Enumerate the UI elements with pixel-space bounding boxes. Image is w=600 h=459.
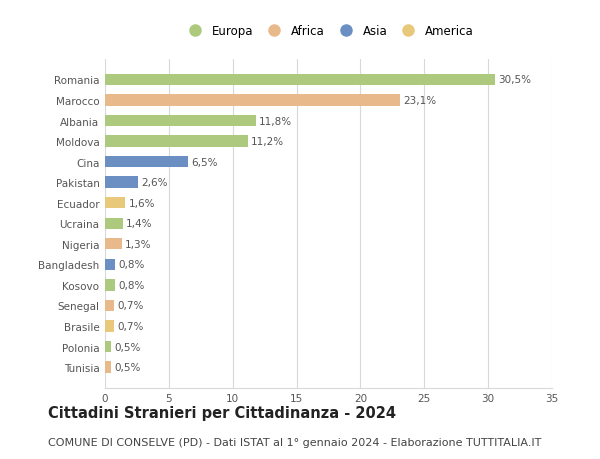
Bar bbox=[105, 95, 400, 106]
Text: 0,8%: 0,8% bbox=[118, 280, 145, 290]
Text: 0,8%: 0,8% bbox=[118, 260, 145, 270]
Text: 23,1%: 23,1% bbox=[403, 96, 436, 106]
Bar bbox=[105, 280, 115, 291]
Text: 30,5%: 30,5% bbox=[498, 75, 531, 85]
Legend: Europa, Africa, Asia, America: Europa, Africa, Asia, America bbox=[181, 23, 476, 40]
Text: Cittadini Stranieri per Cittadinanza - 2024: Cittadini Stranieri per Cittadinanza - 2… bbox=[48, 405, 396, 420]
Bar bbox=[105, 116, 256, 127]
Text: 0,5%: 0,5% bbox=[115, 362, 141, 372]
Bar bbox=[105, 341, 112, 353]
Text: 0,7%: 0,7% bbox=[117, 301, 143, 311]
Text: 11,8%: 11,8% bbox=[259, 116, 292, 126]
Bar bbox=[105, 136, 248, 147]
Bar bbox=[105, 259, 115, 270]
Bar bbox=[105, 362, 112, 373]
Bar bbox=[105, 177, 138, 188]
Bar bbox=[105, 157, 188, 168]
Text: 0,7%: 0,7% bbox=[117, 321, 143, 331]
Bar bbox=[105, 75, 494, 86]
Text: 1,4%: 1,4% bbox=[126, 219, 152, 229]
Text: 1,6%: 1,6% bbox=[128, 198, 155, 208]
Bar bbox=[105, 239, 122, 250]
Bar bbox=[105, 321, 114, 332]
Text: COMUNE DI CONSELVE (PD) - Dati ISTAT al 1° gennaio 2024 - Elaborazione TUTTITALI: COMUNE DI CONSELVE (PD) - Dati ISTAT al … bbox=[48, 437, 541, 448]
Bar bbox=[105, 300, 114, 311]
Text: 11,2%: 11,2% bbox=[251, 137, 284, 147]
Text: 2,6%: 2,6% bbox=[142, 178, 168, 188]
Text: 6,5%: 6,5% bbox=[191, 157, 218, 167]
Bar bbox=[105, 218, 123, 230]
Text: 1,3%: 1,3% bbox=[125, 239, 151, 249]
Text: 0,5%: 0,5% bbox=[115, 342, 141, 352]
Bar bbox=[105, 198, 125, 209]
